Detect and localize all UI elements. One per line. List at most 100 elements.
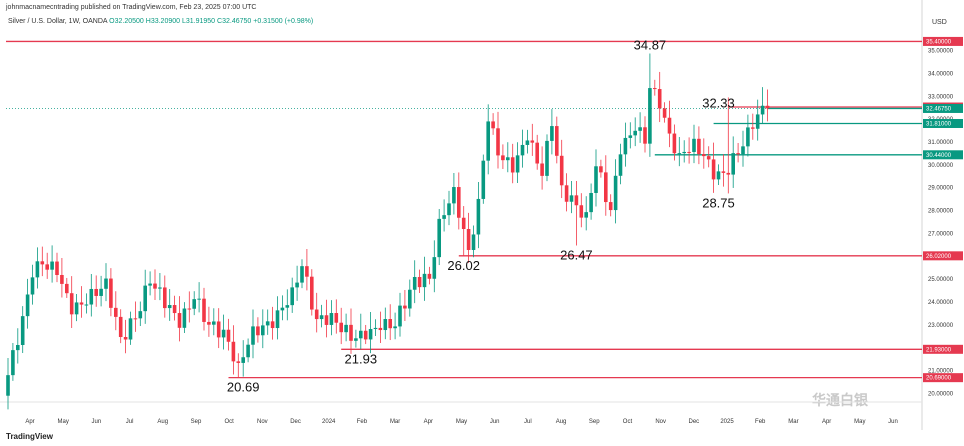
candle [251, 309, 255, 359]
candle [461, 206, 466, 256]
candle-body [231, 341, 236, 362]
time-tick-label: Aug [157, 419, 168, 425]
low-value: L31.91950 [181, 18, 216, 25]
candle [373, 319, 378, 336]
candle-body [192, 299, 196, 309]
candle [89, 273, 94, 317]
candle-body [118, 316, 123, 338]
time-tick-label: Feb [755, 419, 766, 425]
candle [167, 289, 172, 321]
candle-body [755, 114, 760, 129]
candle [589, 183, 593, 220]
candle-body [520, 144, 525, 156]
candle-body [584, 212, 588, 218]
candle [697, 126, 701, 165]
candle [702, 138, 706, 169]
time-tick-label: Mar [788, 419, 798, 425]
candle-body [167, 305, 172, 309]
candle [765, 89, 770, 122]
candle [506, 142, 510, 173]
candle-body [545, 140, 549, 176]
level-price-label: 26.02000 [926, 254, 952, 260]
candle-body [613, 175, 618, 211]
candle-body [648, 88, 652, 144]
candle-body [138, 311, 143, 319]
candle [633, 117, 637, 147]
candle [711, 142, 716, 193]
candle [128, 311, 133, 345]
level-price-tag [923, 373, 963, 383]
candle [555, 116, 559, 164]
candle-body [256, 326, 260, 336]
candle [207, 306, 211, 337]
candle-body [555, 126, 559, 156]
candle [584, 196, 588, 231]
candle-body [285, 305, 290, 308]
candle [550, 109, 554, 155]
price-annotation: 21.93 [345, 351, 378, 366]
candle [412, 260, 417, 304]
time-tick-label: Oct [224, 419, 234, 425]
price-tick-label: 25.00000 [928, 277, 954, 283]
candle-body [643, 127, 647, 144]
candle [285, 289, 290, 321]
time-tick-label: Jul [126, 419, 134, 425]
candle-body [133, 318, 138, 320]
price-tick-label: 33.00000 [928, 94, 954, 100]
candle [74, 294, 79, 322]
candle-body [354, 338, 358, 341]
candle-body [452, 187, 456, 204]
candle [393, 312, 397, 340]
level-price-tag [923, 344, 963, 354]
candle [359, 313, 363, 350]
candle-body [618, 154, 623, 176]
candle [60, 257, 64, 298]
candle-body [638, 127, 642, 131]
candle-body [344, 324, 348, 333]
candle [25, 278, 30, 329]
candle-body [721, 171, 726, 173]
candle-body [432, 257, 437, 279]
candle-body [569, 195, 574, 202]
candle-body [403, 305, 407, 309]
candle [40, 246, 45, 277]
candle [79, 286, 84, 318]
level-price-label: 32.46750 [926, 106, 952, 112]
time-tick-label: Sep [191, 419, 202, 425]
price-annotation: 34.87 [634, 38, 667, 53]
price-tick-label: 21.00000 [928, 369, 954, 375]
time-tick-label: Aug [556, 419, 567, 425]
time-tick-label: Apr [424, 419, 433, 425]
candle [653, 79, 657, 96]
candle [677, 136, 682, 167]
candle-body [65, 283, 69, 294]
candle-body [457, 187, 461, 218]
candle [403, 290, 407, 321]
candle-body [417, 276, 422, 288]
candle-body [359, 330, 363, 339]
candle [726, 97, 731, 194]
candle-body [290, 287, 294, 306]
candle-body [506, 157, 510, 161]
price-tick-label: 31.00000 [928, 140, 954, 146]
candle [510, 143, 515, 184]
candle [491, 113, 495, 135]
price-tick-label: 29.00000 [928, 186, 954, 192]
candle [339, 307, 343, 345]
candle-body [349, 324, 353, 341]
candle [11, 342, 15, 381]
candle-body [153, 283, 157, 289]
candle-body [540, 163, 544, 176]
candle-body [559, 155, 564, 186]
candle-body [300, 266, 304, 283]
candle-body [412, 276, 417, 290]
candle-body [363, 330, 368, 340]
candle-body [442, 215, 446, 219]
candle [736, 142, 740, 163]
candle [648, 53, 652, 157]
time-tick-label: Apr [822, 419, 831, 425]
candle [172, 295, 177, 321]
candle [545, 134, 549, 182]
close-value: C32.46750 [217, 18, 252, 25]
